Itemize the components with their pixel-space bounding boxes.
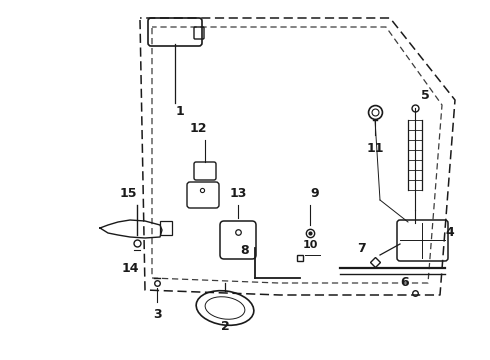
- Text: 1: 1: [175, 104, 184, 117]
- Text: 2: 2: [220, 320, 229, 333]
- Text: 7: 7: [358, 242, 367, 255]
- Text: 15: 15: [119, 186, 137, 199]
- Text: 3: 3: [153, 309, 161, 321]
- Text: 5: 5: [420, 89, 429, 102]
- Text: 4: 4: [445, 225, 454, 239]
- Text: 9: 9: [311, 186, 319, 199]
- Text: 6: 6: [401, 275, 409, 288]
- Text: 11: 11: [366, 141, 384, 154]
- Bar: [160, 221, 172, 235]
- Text: 10: 10: [302, 240, 318, 250]
- Text: 12: 12: [189, 122, 207, 135]
- Text: 13: 13: [229, 186, 246, 199]
- Text: 8: 8: [241, 243, 249, 256]
- Text: 14: 14: [121, 261, 139, 275]
